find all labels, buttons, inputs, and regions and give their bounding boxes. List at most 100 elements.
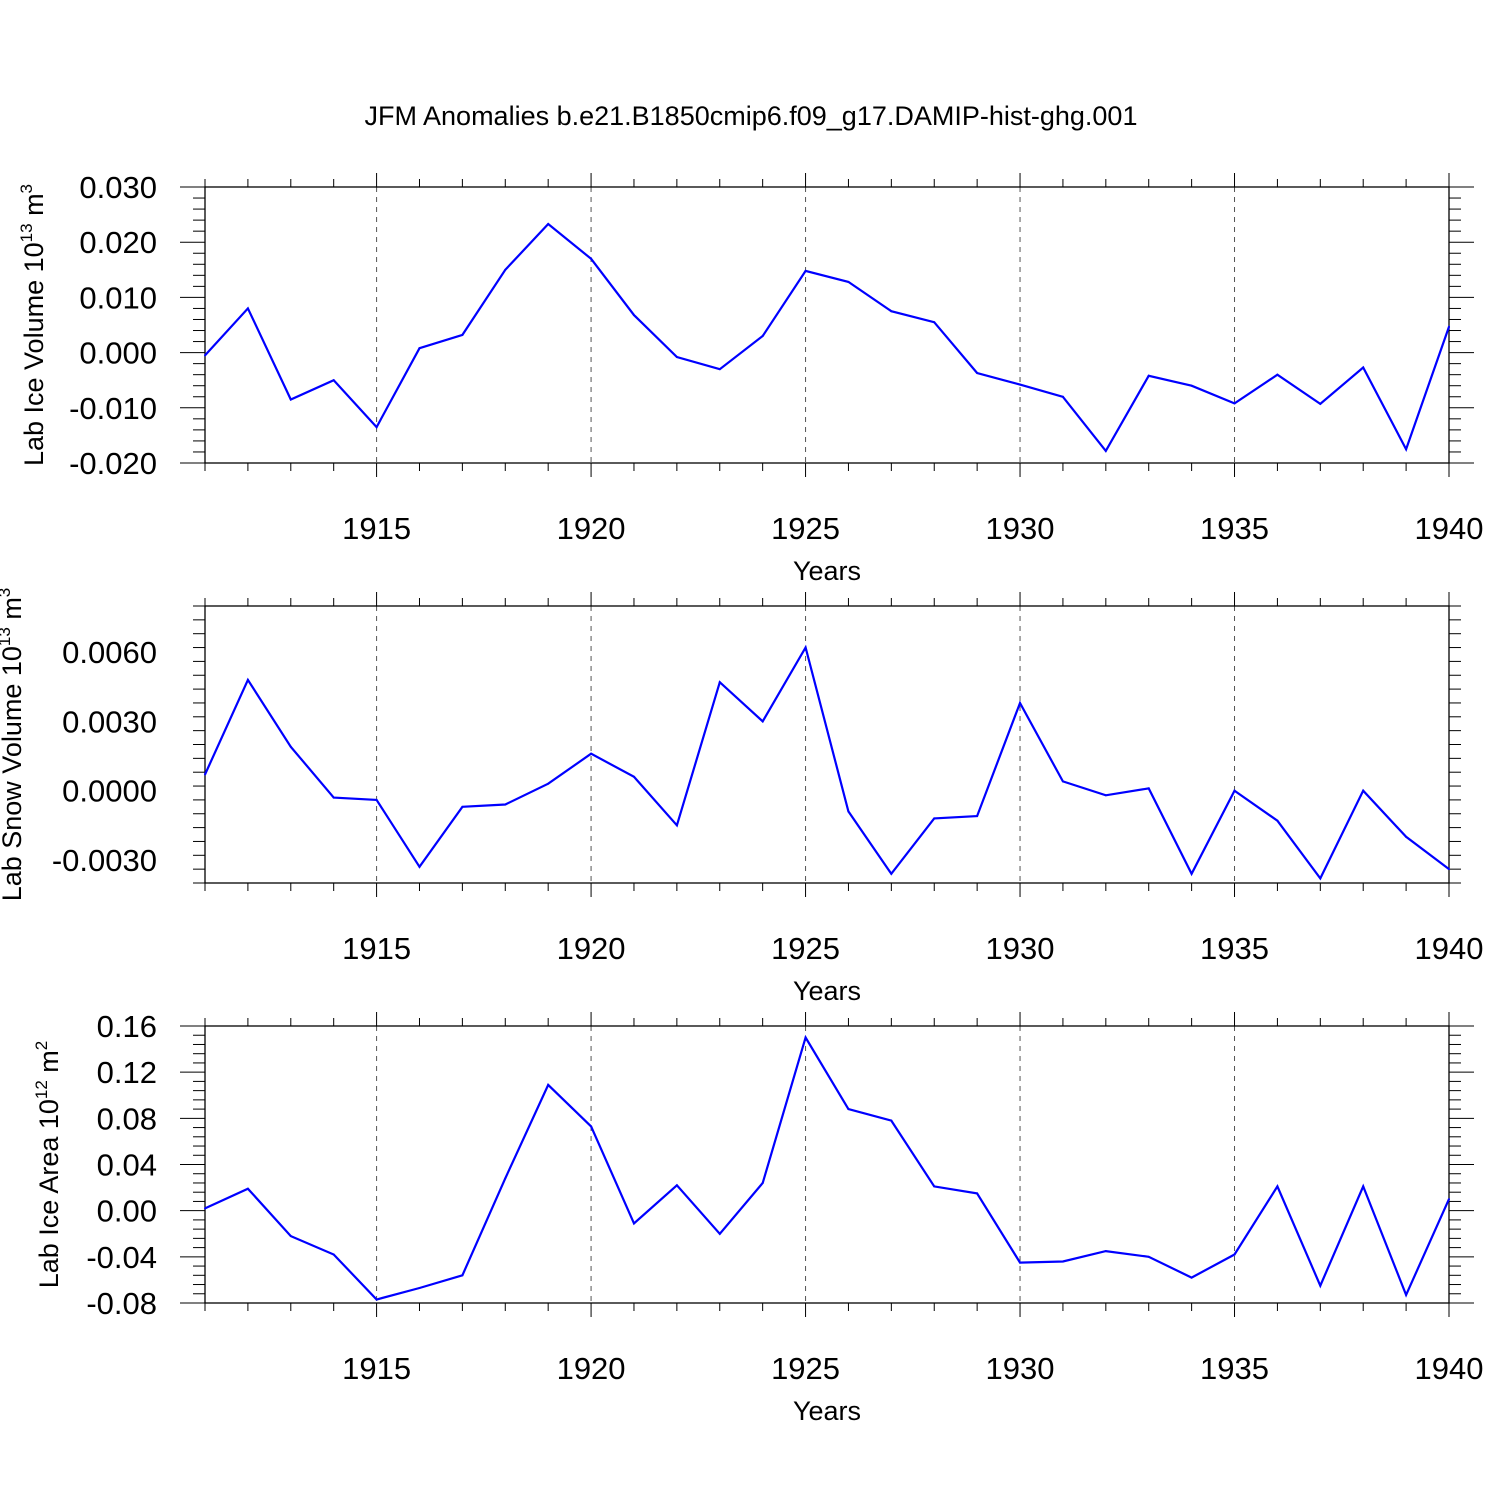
data-point (461, 333, 464, 336)
data-point (1405, 1293, 1408, 1296)
x-tick-label: 1940 (1415, 931, 1484, 966)
data-point (632, 1222, 635, 1225)
data-point (933, 817, 936, 820)
y-axis-label: Lab Ice Volume 1013 m3 (17, 184, 49, 466)
data-point (718, 681, 721, 684)
plot-frame (204, 186, 1450, 464)
data-point (246, 678, 249, 681)
data-point (547, 222, 550, 225)
panel-3: -0.08 -0.04 0.00 0.04 0.08 0.12 0.16 1915 1920 19… (32, 1009, 1483, 1426)
data-point (418, 865, 421, 868)
plot-frame (204, 1025, 1450, 1304)
x-tick-label: 1915 (342, 1351, 411, 1386)
data-point (1319, 402, 1322, 405)
y-tick-label: 0.00 (97, 1194, 157, 1229)
data-point (1362, 789, 1365, 792)
data-point (1061, 395, 1064, 398)
x-tick-label: 1920 (557, 1351, 626, 1386)
data-point (590, 1125, 593, 1128)
data-point (1319, 877, 1322, 880)
y-tick-label: -0.020 (69, 446, 157, 481)
x-tick-label: 1935 (1200, 1351, 1269, 1386)
data-point (418, 347, 421, 350)
x-axis-label: Years (793, 976, 861, 1006)
data-point (718, 1232, 721, 1235)
data-point (890, 872, 893, 875)
x-tick-label: 1915 (342, 511, 411, 546)
x-tick-label: 1930 (986, 1351, 1055, 1386)
y-axis-label: Lab Ice Area 1012 m2 (32, 1041, 64, 1289)
chart-title: JFM Anomalies b.e21.B1850cmip6.f09_g17.D… (365, 101, 1138, 131)
y-tick-label: -0.08 (86, 1286, 157, 1321)
x-tick-label: 1935 (1200, 511, 1269, 546)
x-tick-label: 1925 (771, 511, 840, 546)
x-tick-label: 1930 (986, 511, 1055, 546)
data-point (590, 257, 593, 260)
x-tick-label: 1940 (1415, 511, 1484, 546)
data-point (504, 1177, 507, 1180)
y-tick-label: 0.0030 (62, 704, 157, 739)
data-point (332, 1253, 335, 1256)
y-tick-label: 0.12 (97, 1055, 157, 1090)
y-tick-label: 0.0000 (62, 774, 157, 809)
data-point (890, 1119, 893, 1122)
x-tick-label: 1915 (342, 931, 411, 966)
data-point (847, 280, 850, 283)
data-point (1448, 325, 1450, 328)
panel-1: -0.020 -0.010 0.000 0.010 0.020 0.030 1915 1920… (17, 170, 1483, 586)
data-point (632, 314, 635, 317)
data-point (1019, 383, 1022, 386)
data-point (461, 805, 464, 808)
x-tick-label: 1930 (986, 931, 1055, 966)
data-point (1190, 1276, 1193, 1279)
x-tick-label: 1920 (557, 511, 626, 546)
series-line (204, 1034, 1451, 1301)
data-point (547, 1083, 550, 1086)
series-line (204, 222, 1451, 453)
y-tick-label: 0.020 (79, 225, 157, 260)
data-point (804, 269, 807, 272)
data-point (418, 1286, 421, 1289)
data-point (976, 815, 979, 818)
y-tick-label: 0.16 (97, 1009, 157, 1044)
data-point (933, 1185, 936, 1188)
data-point (375, 426, 378, 429)
data-point (804, 646, 807, 649)
data-point (1276, 373, 1279, 376)
data-point (1147, 1255, 1150, 1258)
x-tick-label: 1925 (771, 931, 840, 966)
data-point (933, 321, 936, 324)
y-tick-label: -0.010 (69, 391, 157, 426)
data-point (675, 1184, 678, 1187)
data-point (204, 773, 206, 776)
y-tick-label: 0.030 (79, 170, 157, 205)
x-tick-label: 1925 (771, 1351, 840, 1386)
data-point (976, 372, 979, 375)
y-axis-label: Lab Snow Volume 1013 m3 (0, 588, 27, 902)
data-point (1448, 1198, 1450, 1201)
y-tick-label: 0.010 (79, 280, 157, 315)
data-point (1104, 449, 1107, 452)
data-point (847, 810, 850, 813)
data-point (1448, 868, 1450, 871)
data-point (718, 368, 721, 371)
data-point (976, 1192, 979, 1195)
data-point (461, 1274, 464, 1277)
data-point (204, 1207, 206, 1210)
data-point (1233, 1253, 1236, 1256)
y-tick-label: 0.04 (97, 1148, 157, 1183)
plot-frame (204, 605, 1450, 884)
data-point (1104, 794, 1107, 797)
data-point (632, 775, 635, 778)
data-point (1104, 1250, 1107, 1253)
data-point (289, 398, 292, 401)
data-point (1019, 701, 1022, 704)
data-point (332, 796, 335, 799)
data-point (1233, 402, 1236, 405)
y-tick-label: -0.0030 (52, 843, 157, 878)
data-point (761, 335, 764, 338)
series-line (203, 644, 1450, 881)
data-point (1061, 1260, 1064, 1263)
data-point (1405, 835, 1408, 838)
